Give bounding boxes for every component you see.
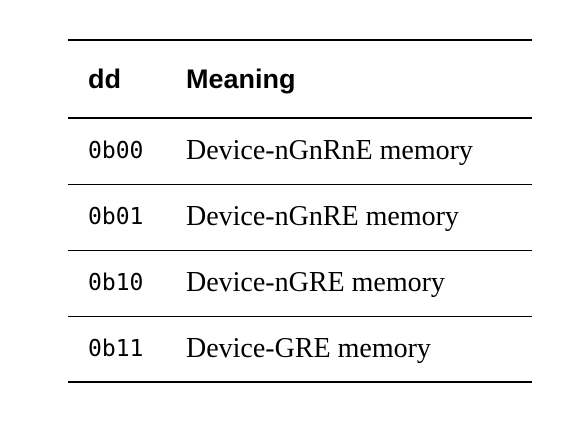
cell-meaning: Device-nGnRnE memory <box>186 135 473 167</box>
table-row: 0b00 Device-nGnRnE memory <box>68 118 532 184</box>
table-row: 0b01 Device-nGnRE memory <box>68 184 532 250</box>
cell-meaning: Device-nGRE memory <box>186 267 445 298</box>
table-body: 0b00 Device-nGnRnE memory 0b01 Device-nG… <box>68 118 532 382</box>
table-row: 0b11 Device-GRE memory <box>68 316 532 382</box>
table-row: 0b10 Device-nGRE memory <box>68 250 532 316</box>
header-dd: dd <box>88 63 121 94</box>
header-row: dd Meaning <box>68 40 532 118</box>
device-memory-table-container: dd Meaning 0b00 Device-nGnRnE memory 0b0… <box>68 39 532 383</box>
cell-dd-value: 0b00 <box>88 138 144 165</box>
cell-dd-value: 0b11 <box>88 335 144 362</box>
device-memory-table: dd Meaning 0b00 Device-nGnRnE memory 0b0… <box>68 39 532 383</box>
header-meaning: Meaning <box>186 63 296 94</box>
table-header: dd Meaning <box>68 40 532 118</box>
cell-dd-value: 0b01 <box>88 204 144 230</box>
cell-dd-value: 0b10 <box>88 270 144 296</box>
cell-meaning: Device-nGnRE memory <box>186 201 459 232</box>
cell-meaning: Device-GRE memory <box>186 332 431 364</box>
